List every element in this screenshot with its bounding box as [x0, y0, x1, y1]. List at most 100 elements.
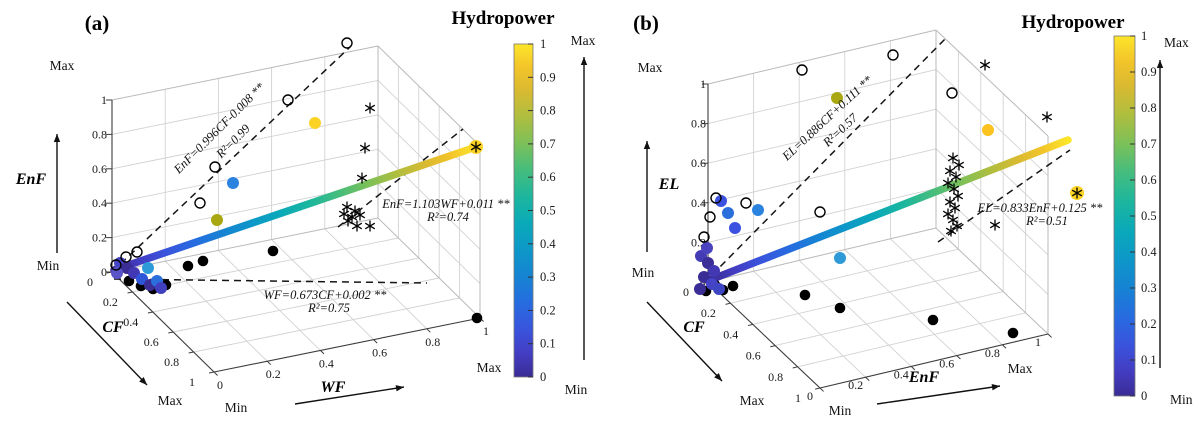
x-tick-label: 0.4: [123, 315, 138, 329]
data-point-colored: [211, 214, 223, 226]
data-point-colored: [713, 283, 725, 295]
axis-extreme-label: Max: [740, 393, 765, 408]
y-tick-label: 1: [1035, 335, 1041, 349]
axis-extreme-label: Max: [638, 60, 663, 75]
panel-label: (b): [633, 11, 659, 35]
asterisk-marker: [342, 215, 354, 227]
panel-a: 0 0 0 0.2 0.2 0.2 0.4 0.4 0.4 0.6 0.6 0.6 0.8 0.8 0.8 1…: [15, 8, 596, 415]
data-point-colored: [982, 124, 994, 136]
data-point-colored: [831, 92, 843, 104]
y-tick-label: 0.2: [266, 367, 281, 381]
projection-dot-black: [267, 245, 279, 257]
axis-annotations: EL CF EnF Max Min Max Min Max: [632, 60, 1033, 418]
colorbar-tick-label: 0.2: [1141, 317, 1157, 331]
arrowhead: [580, 57, 588, 65]
axis-annotations: EnF CF WF Max Min Max Min Max: [15, 58, 502, 415]
colorbar-tick-label: 0.5: [540, 204, 556, 218]
colorbar-tick-label: 0.6: [1141, 173, 1157, 187]
box-edges-light: [111, 45, 481, 319]
asterisk-marker: [947, 152, 959, 164]
data-point-colored: [701, 242, 713, 254]
colorbar-max-label: Max: [571, 33, 596, 48]
colorbar-tick-label: 0.1: [540, 337, 556, 351]
projection-open-circle: [814, 206, 826, 218]
equation-text: EL=0.833EnF+0.125 **: [977, 201, 1104, 215]
trend-line-3d: [110, 143, 480, 274]
asterisk-marker: [356, 172, 368, 184]
z-axis-label: EnF: [15, 171, 47, 188]
scatter-points: [694, 49, 1084, 339]
data-point-colored: [694, 283, 706, 295]
x-tick-label: 1: [795, 391, 801, 405]
axis-extreme-label: Max: [477, 360, 502, 375]
colorbar-tick-label: 0: [1141, 389, 1147, 403]
projection-open-circle: [194, 197, 206, 209]
axis-ticks: 0000.20.20.20.40.40.40.60.60.60.80.80.81…: [683, 77, 1052, 405]
grid-lines: [111, 56, 481, 362]
colorbar-tick-label: 0.7: [1141, 137, 1157, 151]
z-tick-label: 0.6: [92, 162, 107, 176]
colorbar-tick-label: 0: [540, 370, 546, 384]
z-axis-label: EL: [658, 176, 680, 193]
z-tick-label: 1: [700, 77, 706, 91]
projection-dot-black: [1007, 327, 1019, 339]
asterisk-marker: [338, 208, 350, 220]
data-point-colored: [715, 195, 727, 207]
x-tick-label: 0.2: [103, 295, 118, 309]
projection-dot-black: [471, 312, 483, 324]
data-point-colored: [698, 271, 710, 283]
data-point-colored: [752, 204, 764, 216]
data-point-colored: [227, 177, 239, 189]
data-point-colored: [309, 117, 321, 129]
colorbar-tick-label: 1: [540, 37, 546, 51]
asterisk-marker: [942, 177, 954, 189]
box-edges-light: [707, 29, 1049, 335]
y-tick-label: 0: [217, 378, 223, 392]
z-tick-label: 0.8: [691, 117, 706, 131]
panel-b: 0000.20.20.20.40.40.40.60.60.60.80.80.81…: [632, 11, 1193, 418]
z-tick-label: 0: [101, 265, 107, 279]
z-tick-label: 0.4: [92, 196, 107, 210]
asterisk-marker: [953, 159, 965, 171]
z-tick-label: 0.8: [92, 127, 107, 141]
axis-extreme-label: Max: [158, 393, 183, 408]
asterisk-marker: [346, 211, 358, 223]
x-tick-label: 0.4: [723, 327, 738, 341]
colorbar-tick-label: 0.4: [1141, 245, 1157, 259]
axis-ticks: 0000.20.20.20.40.40.40.60.60.60.80.80.81…: [87, 93, 489, 392]
colorbar-tick-label: 0.6: [540, 170, 556, 184]
projection-open-circle: [131, 246, 143, 258]
projection-open-circle: [887, 49, 899, 61]
asterisk-marker: [354, 209, 366, 221]
projection-dot-black: [727, 280, 739, 292]
y-axis-label: WF: [321, 379, 346, 396]
colorbar-tick-label: 0.2: [540, 303, 556, 317]
data-point-colored: [722, 207, 734, 219]
equation-text: R²=0.74: [426, 210, 469, 224]
colorbar-max-label: Max: [1164, 35, 1189, 50]
projection-dot-black: [834, 302, 846, 314]
colorbar-tick-label: 0.9: [540, 70, 556, 84]
asterisk-marker: [470, 141, 482, 153]
y-tick-label: 0.4: [319, 356, 334, 370]
asterisk-marker: [989, 219, 1001, 231]
asterisk-marker: [979, 59, 991, 71]
x-tick-label: 0.8: [164, 355, 179, 369]
asterisk-marker: [952, 190, 964, 202]
projection-open-circle: [698, 231, 710, 243]
x-tick-label: 1: [189, 375, 195, 389]
axis-extreme-label: Max: [50, 58, 75, 73]
z-tick-label: 1: [101, 93, 107, 107]
dashed-regression-lines: [711, 35, 1071, 276]
y-tick-label: 0: [807, 389, 813, 403]
equation-text: EL=0.886CF+0.111 **: [779, 72, 876, 164]
arrowhead: [139, 377, 147, 385]
projection-dot-black: [197, 255, 209, 267]
colorbar-tick-label: 0.3: [1141, 281, 1157, 295]
y-tick-label: 0.6: [372, 346, 387, 360]
y-tick-label: 0.8: [425, 335, 440, 349]
y-tick-label: 0.6: [939, 357, 954, 371]
z-tick-label: 0.4: [691, 196, 706, 210]
axis-extreme-label: Min: [632, 265, 655, 280]
colorbar: 1 0.9 0.8 0.7 0.6 0.5 0.4 0.3 0.2 0.1 0 Hydropower M…: [451, 8, 595, 397]
